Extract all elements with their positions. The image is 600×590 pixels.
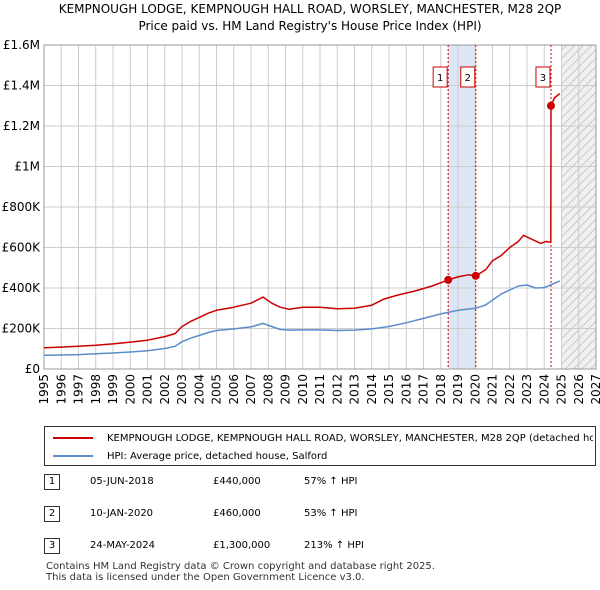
sale-label: 1: [437, 73, 443, 84]
x-tick-label: 1998: [89, 374, 103, 405]
sale-number: 2: [44, 506, 60, 522]
y-tick-label: £1.4M: [3, 79, 40, 93]
x-tick-label: 2012: [330, 374, 344, 405]
x-tick-label: 2017: [417, 374, 431, 405]
legend-item-hpi: HPI: Average price, detached house, Salf…: [53, 448, 593, 464]
sale-price: £460,000: [213, 508, 261, 519]
y-tick-label: £1.6M: [3, 38, 40, 52]
y-tick-label: £200K: [2, 322, 42, 336]
x-tick-label: 2013: [348, 374, 362, 405]
x-tick-label: 2007: [244, 374, 258, 405]
x-tick-label: 2018: [434, 374, 448, 405]
legend-item-property: KEMPNOUGH LODGE, KEMPNOUGH HALL ROAD, WO…: [53, 430, 593, 446]
x-tick-label: 2000: [123, 374, 137, 405]
x-tick-label: 2010: [296, 374, 310, 405]
y-tick-label: £800K: [2, 200, 42, 214]
x-tick-label: 2026: [572, 374, 586, 405]
x-tick-label: 2001: [141, 374, 155, 405]
x-tick-label: 2015: [382, 374, 396, 405]
sale-date: 24-MAY-2024: [90, 540, 156, 551]
x-tick-label: 1999: [106, 374, 120, 405]
sale-number: 1: [44, 474, 60, 490]
x-tick-label: 1995: [37, 374, 51, 405]
x-tick-label: 2008: [261, 374, 275, 405]
x-tick-label: 1996: [54, 374, 68, 405]
sale-label-box: [535, 66, 551, 88]
plot-frame: [43, 44, 597, 370]
x-tick-label: 2024: [537, 374, 551, 405]
x-tick-label: 2022: [503, 374, 517, 405]
sale-hpi-change: 57% ↑ HPI: [304, 476, 358, 487]
sale-price: £1,300,000: [213, 540, 271, 551]
sale-row: 3 24-MAY-2024 £1,300,000 213% ↑ HPI: [0, 536, 600, 558]
legend-label-property: KEMPNOUGH LODGE, KEMPNOUGH HALL ROAD, WO…: [107, 432, 593, 444]
x-tick-label: 2002: [158, 374, 172, 405]
x-tick-label: 2020: [468, 374, 482, 405]
y-tick-label: £400K: [2, 281, 42, 295]
sale-point: [471, 271, 480, 280]
y-tick-label: £1.2M: [3, 119, 40, 133]
property-price-line: [43, 93, 561, 349]
legend-line-property: [53, 437, 93, 439]
price-chart: KEMPNOUGH LODGE, KEMPNOUGH HALL ROAD, WO…: [2, 2, 600, 405]
x-tick-label: 2021: [486, 374, 500, 405]
footer: Contains HM Land Registry data © Crown c…: [46, 561, 435, 583]
legend: KEMPNOUGH LODGE, KEMPNOUGH HALL ROAD, WO…: [44, 426, 596, 466]
y-tick-label: £600K: [2, 241, 42, 255]
y-tick-label: £1M: [14, 160, 40, 174]
sale-price: £440,000: [213, 476, 261, 487]
sale-date: 05-JUN-2018: [90, 476, 154, 487]
chart-subtitle: Price paid vs. HM Land Registry's House …: [138, 19, 481, 33]
x-tick-label: 2023: [520, 374, 534, 405]
x-tick-label: 2016: [399, 374, 413, 405]
x-tick-label: 2011: [313, 374, 327, 405]
sale-label: 3: [540, 73, 546, 84]
legend-label-hpi: HPI: Average price, detached house, Salf…: [107, 450, 328, 462]
sale-row: 1 05-JUN-2018 £440,000 57% ↑ HPI: [0, 472, 600, 494]
legend-line-hpi: [53, 455, 93, 457]
x-tick-label: 2004: [192, 374, 206, 405]
footer-copyright: Contains HM Land Registry data © Crown c…: [46, 561, 435, 572]
x-tick-label: 2005: [210, 374, 224, 405]
footer-licence: This data is licensed under the Open Gov…: [46, 572, 365, 583]
x-tick-label: 2014: [365, 374, 379, 405]
x-tick-label: 2003: [175, 374, 189, 405]
sale-row: 2 10-JAN-2020 £460,000 53% ↑ HPI: [0, 504, 600, 526]
x-tick-label: 2009: [279, 374, 293, 405]
x-tick-label: 1997: [72, 374, 86, 405]
sale-date: 10-JAN-2020: [90, 508, 154, 519]
sale-point: [444, 275, 453, 284]
sale-point: [546, 101, 555, 110]
x-tick-label: 2006: [227, 374, 241, 405]
x-tick-label: 2025: [555, 374, 569, 405]
sale-hpi-change: 213% ↑ HPI: [304, 540, 364, 551]
sale-hpi-change: 53% ↑ HPI: [304, 508, 358, 519]
chart-title: KEMPNOUGH LODGE, KEMPNOUGH HALL ROAD, WO…: [59, 2, 562, 16]
hpi-line: [43, 280, 561, 356]
sale-label-box: [460, 66, 476, 88]
sale-label: 2: [465, 73, 471, 84]
sale-number: 3: [44, 538, 60, 554]
x-tick-label: 2019: [451, 374, 465, 405]
x-tick-label: 2027: [589, 374, 600, 405]
y-tick-label: £0: [25, 362, 40, 376]
sale-label-box: [432, 66, 448, 88]
